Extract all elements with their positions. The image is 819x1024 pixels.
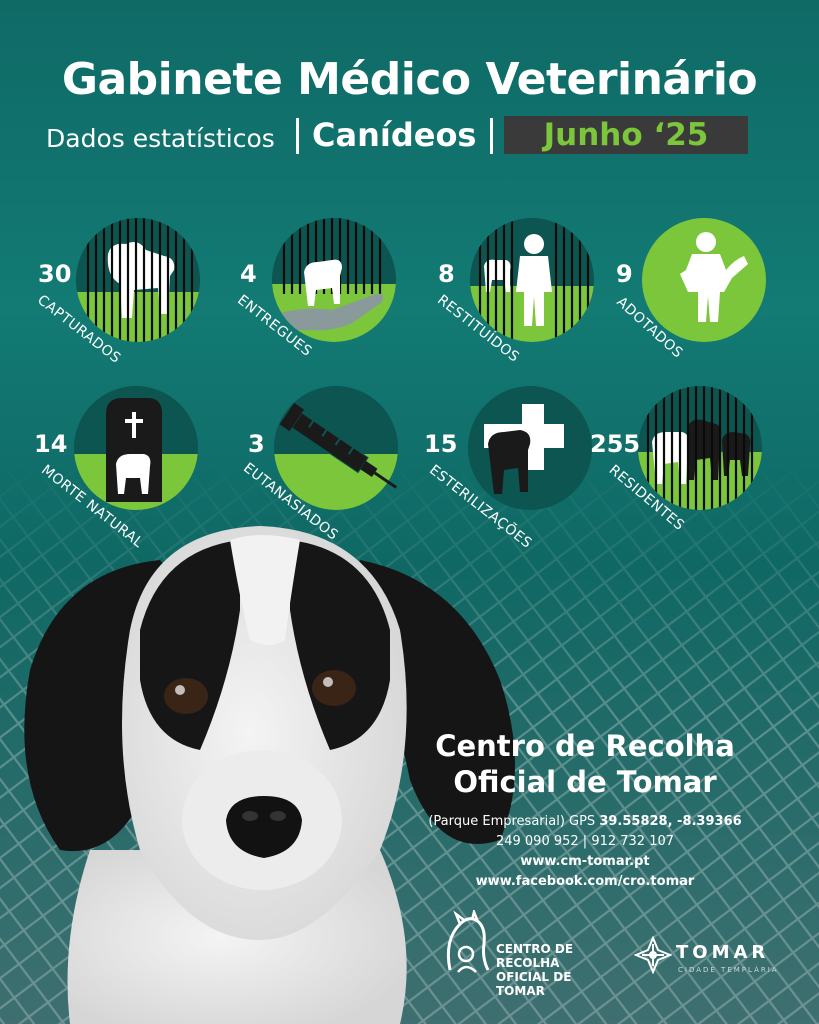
divider bbox=[490, 118, 493, 154]
stat-value: 14 bbox=[34, 430, 68, 458]
syringe-icon bbox=[274, 386, 398, 510]
cro-logo: CENTRO DE RECOLHA OFICIAL DE TOMAR bbox=[442, 907, 622, 998]
cro-dog-cat-icon bbox=[446, 907, 490, 973]
center-name-line1: Centro de Recolha bbox=[435, 729, 735, 763]
divider bbox=[296, 118, 299, 154]
stat-value: 255 bbox=[590, 430, 641, 458]
category-label: Canídeos bbox=[312, 116, 477, 154]
contact-info: (Parque Empresarial) GPS 39.55828, -8.39… bbox=[400, 812, 770, 892]
stat-value: 3 bbox=[248, 430, 265, 458]
date-badge: Junho ‘25 bbox=[504, 116, 748, 154]
child-hugging-dog-icon bbox=[642, 218, 766, 342]
website-link[interactable]: www.cm-tomar.pt bbox=[520, 854, 650, 869]
page-title: Gabinete Médico Veterinário bbox=[61, 54, 758, 105]
stat-entregues: 4 ENTREGUES bbox=[234, 214, 426, 374]
center-name: Centro de Recolha Oficial de Tomar bbox=[410, 728, 760, 800]
stat-restituidos: 8 RESTITUÍDOS bbox=[434, 214, 626, 374]
address-prefix: (Parque Empresarial) GPS bbox=[428, 814, 600, 829]
subtitle: Dados estatísticos bbox=[46, 124, 275, 153]
puppy-in-hand-icon bbox=[272, 218, 396, 342]
dog-behind-bars-icon bbox=[76, 218, 200, 342]
stat-esterilizacoes: 15 ESTERILIZAÇÕES bbox=[424, 384, 614, 552]
grave-icon bbox=[74, 386, 198, 510]
facebook-link[interactable]: www.facebook.com/cro.tomar bbox=[475, 874, 695, 889]
address-line: (Parque Empresarial) GPS 39.55828, -8.39… bbox=[400, 812, 770, 832]
stat-value: 9 bbox=[616, 260, 633, 288]
cro-logo-line2: OFICIAL DE TOMAR bbox=[496, 970, 572, 998]
gps-coordinates: 39.55828, -8.39366 bbox=[599, 814, 742, 829]
stat-adotados: 9 ADOTADOS bbox=[613, 214, 804, 374]
medical-cross-icon bbox=[468, 386, 592, 510]
stat-capturados: 30 CAPTURADOS bbox=[34, 214, 226, 374]
center-name-line2: Oficial de Tomar bbox=[453, 765, 717, 799]
tomar-logo-text: TOMAR bbox=[676, 942, 770, 963]
tomar-tagline: CIDADE TEMPLÁRIA bbox=[678, 966, 779, 974]
stat-residentes: 255 RESIDENTES bbox=[590, 384, 780, 544]
subtitle-row: Dados estatísticos Canídeos Junho ‘25 bbox=[0, 112, 819, 158]
stat-eutanasiados: 3 EUTANASIADOS bbox=[240, 384, 430, 544]
phone-numbers: 249 090 952 | 912 732 107 bbox=[495, 834, 675, 849]
stat-value: 8 bbox=[438, 260, 455, 288]
stat-value: 4 bbox=[240, 260, 257, 288]
tomar-logo: TOMAR CIDADE TEMPLÁRIA bbox=[633, 935, 784, 986]
cro-logo-line1: CENTRO DE RECOLHA bbox=[496, 942, 574, 970]
date-label: Junho ‘25 bbox=[543, 117, 709, 153]
dog-photo bbox=[24, 526, 515, 1024]
stat-morte-natural: 14 MORTE NATURAL bbox=[34, 384, 226, 551]
stat-value: 15 bbox=[424, 430, 458, 458]
child-with-dog-icon bbox=[470, 218, 594, 342]
templar-cross-icon bbox=[633, 935, 673, 975]
dogs-behind-bars-icon bbox=[638, 386, 762, 510]
stat-value: 30 bbox=[38, 260, 72, 288]
